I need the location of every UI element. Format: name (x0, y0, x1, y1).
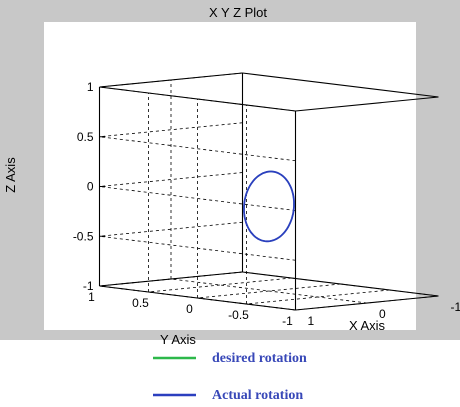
y-tick-label: -1 (282, 314, 293, 328)
legend-label-desired-rotation: desired rotation (212, 351, 307, 366)
series-lines (243, 170, 295, 243)
legend-label-actual-rotation: Actual rotation (212, 388, 303, 403)
axes-frame (98, 72, 439, 311)
legend: desired rotation Actual rotation (153, 351, 307, 403)
wall-grid-line (99, 136, 296, 162)
z-tick-label: -0.5 (73, 229, 94, 243)
z-tick-label: 0 (87, 180, 94, 194)
chart-title: X Y Z Plot (209, 5, 267, 20)
wall-grid-line (99, 235, 296, 261)
wall-grid-line (99, 186, 296, 211)
box-edge (99, 72, 243, 88)
box-edge (295, 295, 439, 311)
box-edge (99, 285, 296, 311)
box-edge (242, 72, 439, 98)
axes-background (44, 22, 416, 330)
z-tick-label: 0.5 (77, 130, 94, 144)
series-line-actual-rotation (243, 170, 295, 243)
floor-grid-line (170, 278, 368, 304)
x-axis-label: X Axis (349, 318, 386, 333)
y-tick-label: 0 (186, 302, 193, 316)
y-tick-label: -0.5 (228, 308, 249, 322)
x-tick-label: 0 (379, 307, 386, 321)
x-tick-label: 1 (308, 314, 315, 328)
y-tick-label: 1 (88, 290, 95, 304)
x-tick-label: -1 (451, 300, 460, 314)
box-edge (295, 96, 439, 112)
box-edge (99, 86, 296, 112)
z-axis-label: Z Axis (3, 157, 18, 193)
y-axis-label: Y Axis (160, 332, 196, 347)
y-tick-label: 0.5 (132, 296, 149, 310)
box-edge (242, 271, 439, 297)
z-tick-label: -1 (83, 279, 94, 293)
z-tick-label: 1 (87, 80, 94, 94)
box-edge (99, 271, 243, 287)
tick-labels: 10.50-0.5-1-1-0.500.51-101 (73, 80, 460, 328)
